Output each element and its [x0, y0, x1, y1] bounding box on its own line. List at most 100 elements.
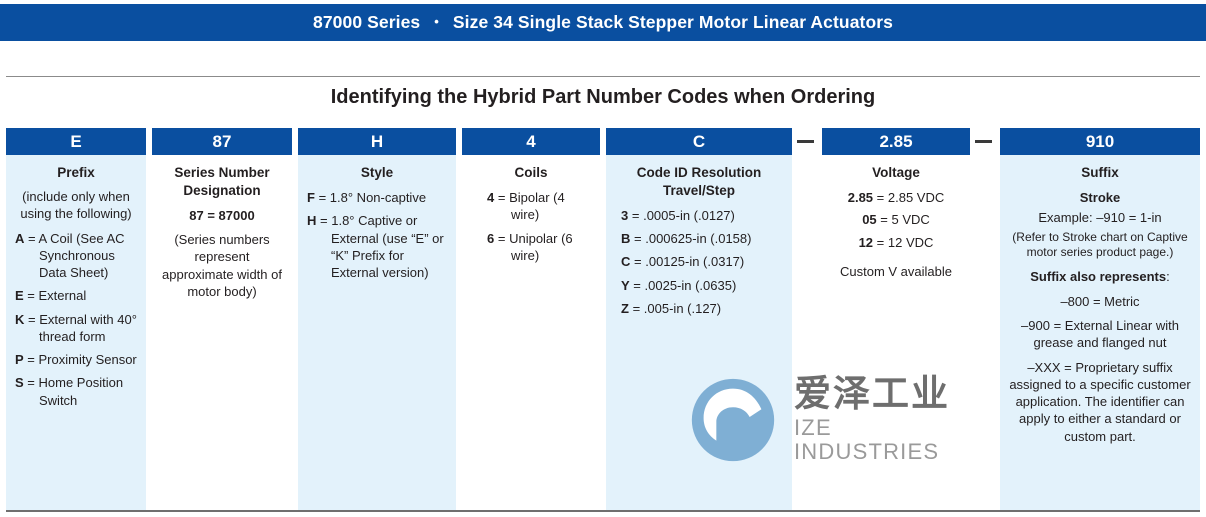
- bottom-divider-rule: [6, 510, 1200, 512]
- definition-item: Z = .005-in (.127): [621, 300, 783, 317]
- definition-equals: =: [631, 207, 640, 223]
- definition-key: H: [307, 213, 317, 229]
- suffix-stroke-label: Stroke: [1079, 189, 1121, 205]
- definition-equals: =: [880, 212, 888, 228]
- definition-value: 2.85 VDC: [887, 189, 945, 205]
- column-suffix-title: Suffix: [1081, 165, 1119, 180]
- section-title: Identifying the Hybrid Part Number Codes…: [330, 86, 876, 108]
- voltage-footnote: Custom V available: [840, 263, 952, 279]
- column-series-number-title: Series Number Designation: [174, 165, 270, 198]
- definition-item: 4 = Bipolar (4 wire): [487, 189, 591, 224]
- banner-series-text: 87000 Series: [313, 12, 421, 32]
- definition-equals: =: [876, 189, 885, 205]
- definition-key: 6: [487, 230, 495, 246]
- definition-item: C = .00125-in (.0317): [621, 253, 783, 270]
- column-prefix-code: E: [6, 128, 146, 155]
- column-prefix-definitions: A = A Coil (See AC Synchronous Data Shee…: [15, 230, 137, 410]
- definition-item: S = Home Position Switch: [15, 374, 137, 409]
- definition-equals: =: [27, 375, 35, 391]
- definition-item: Y = .0025-in (.0635): [621, 277, 783, 294]
- definition-item: B = .000625-in (.0158): [621, 230, 783, 247]
- definition-equals: =: [633, 277, 641, 293]
- definition-key: K: [15, 311, 25, 327]
- definition-key: C: [621, 254, 631, 270]
- suffix-also-represents-colon: :: [1166, 269, 1170, 285]
- column-coils-code: 4: [462, 128, 600, 155]
- column-code-id-resolution-code: C: [606, 128, 792, 155]
- column-code-id-resolution-title: Code ID Resolution Travel/Step: [636, 165, 762, 198]
- column-suffix-code: 910: [1000, 128, 1200, 155]
- definition-key: 2.85: [847, 189, 874, 205]
- definition-item: 6 = Unipolar (6 wire): [487, 230, 591, 265]
- column-style-code: H: [298, 128, 456, 155]
- definition-equals: =: [28, 230, 36, 246]
- column-coils: 4 Coils 4 = Bipolar (4 wire) 6 = Unipola…: [462, 128, 600, 510]
- definition-value: 5 VDC: [891, 212, 930, 228]
- definition-item: H = 1.8° Captive or External (use “E” or…: [307, 212, 447, 281]
- column-series-number-code: 87: [152, 128, 292, 155]
- definition-equals: =: [318, 189, 327, 205]
- column-coils-title: Coils: [514, 165, 548, 180]
- definition-item: 2.85 = 2.85 VDC: [831, 189, 961, 206]
- column-coils-body: Coils 4 = Bipolar (4 wire) 6 = Unipolar …: [462, 155, 600, 264]
- suffix-metric: –800 = Metric: [1060, 293, 1140, 309]
- top-divider-rule: [6, 76, 1200, 77]
- column-voltage: 2.85 Voltage 2.85 = 2.85 VDC 05 = 5 VDC …: [822, 128, 970, 510]
- column-style: H Style F = 1.8° Non-captive H = 1.8° Ca…: [298, 128, 456, 510]
- column-code-id-resolution: C Code ID Resolution Travel/Step 3 = .00…: [606, 128, 792, 510]
- column-prefix-body: Prefix (include only when using the foll…: [6, 155, 146, 409]
- definition-equals: =: [634, 254, 642, 270]
- suffix-proprietary: –XXX = Proprietary suffix assigned to a …: [1009, 359, 1191, 444]
- definition-value: Proximity Sensor: [38, 352, 137, 368]
- column-suffix: 910 Suffix Stroke Example: –910 = 1-in (…: [1000, 128, 1200, 510]
- banner-bullet-separator: •: [434, 14, 439, 29]
- definition-equals: =: [876, 234, 885, 250]
- definition-value: .00125-in (.0317): [645, 254, 745, 270]
- definition-equals: =: [497, 230, 506, 246]
- definition-item: 3 = .0005-in (.0127): [621, 207, 783, 224]
- column-voltage-definitions: 2.85 = 2.85 VDC 05 = 5 VDC 12 = 12 VDC: [831, 189, 961, 251]
- definition-value: External with 40° thread form: [39, 311, 137, 344]
- banner-description-text: Size 34 Single Stack Stepper Motor Linea…: [452, 12, 893, 32]
- definition-key: 4: [487, 189, 495, 205]
- suffix-external: –900 = External Linear with grease and f…: [1021, 317, 1179, 351]
- column-coils-definitions: 4 = Bipolar (4 wire) 6 = Unipolar (6 wir…: [471, 189, 591, 264]
- definition-key: S: [15, 375, 24, 391]
- definition-item: 05 = 5 VDC: [831, 211, 961, 228]
- definition-key: 12: [858, 234, 874, 250]
- column-prefix-title: Prefix: [57, 165, 95, 180]
- definition-item: A = A Coil (See AC Synchronous Data Shee…: [15, 230, 137, 282]
- definition-equals: =: [632, 301, 641, 317]
- column-voltage-code: 2.85: [822, 128, 970, 155]
- separator-dash-2: [975, 140, 992, 143]
- definition-equals: =: [28, 311, 36, 327]
- page-banner: 87000 Series • Size 34 Single Stack Step…: [0, 4, 1206, 41]
- definition-key: E: [15, 288, 24, 304]
- definition-value: .000625-in (.0158): [645, 231, 752, 247]
- definition-equals: =: [320, 213, 328, 229]
- column-voltage-body: Voltage 2.85 = 2.85 VDC 05 = 5 VDC 12 = …: [822, 155, 970, 280]
- definition-item: P = Proximity Sensor: [15, 351, 137, 368]
- definition-value: External: [38, 288, 87, 304]
- definition-item: 12 = 12 VDC: [831, 234, 961, 251]
- definition-value: 1.8° Non-captive: [329, 189, 427, 205]
- definition-value: .005-in (.127): [643, 301, 722, 317]
- definition-value: .0025-in (.0635): [644, 277, 737, 293]
- column-style-body: Style F = 1.8° Non-captive H = 1.8° Capt…: [298, 155, 456, 281]
- column-prefix-subtitle: (include only when using the following): [20, 188, 132, 222]
- column-code-id-resolution-definitions: 3 = .0005-in (.0127) B = .000625-in (.01…: [615, 207, 783, 317]
- definition-equals: =: [27, 352, 35, 368]
- column-code-id-resolution-body: Code ID Resolution Travel/Step 3 = .0005…: [606, 155, 792, 317]
- definition-key: Z: [621, 301, 629, 317]
- definition-key: P: [15, 352, 24, 368]
- series-number-note: (Series numbers represent approximate wi…: [162, 232, 282, 300]
- banner-title: 87000 Series • Size 34 Single Stack Step…: [313, 12, 893, 33]
- definition-key: 3: [621, 207, 629, 223]
- definition-value: 12 VDC: [887, 234, 934, 250]
- definition-key: F: [307, 189, 315, 205]
- definition-key: 05: [862, 212, 877, 228]
- definition-equals: =: [497, 189, 506, 205]
- column-series-number-body: Series Number Designation 87 = 87000 (Se…: [152, 155, 292, 300]
- column-suffix-body: Suffix Stroke Example: –910 = 1-in (Refe…: [1000, 155, 1200, 445]
- definition-key: B: [621, 231, 631, 247]
